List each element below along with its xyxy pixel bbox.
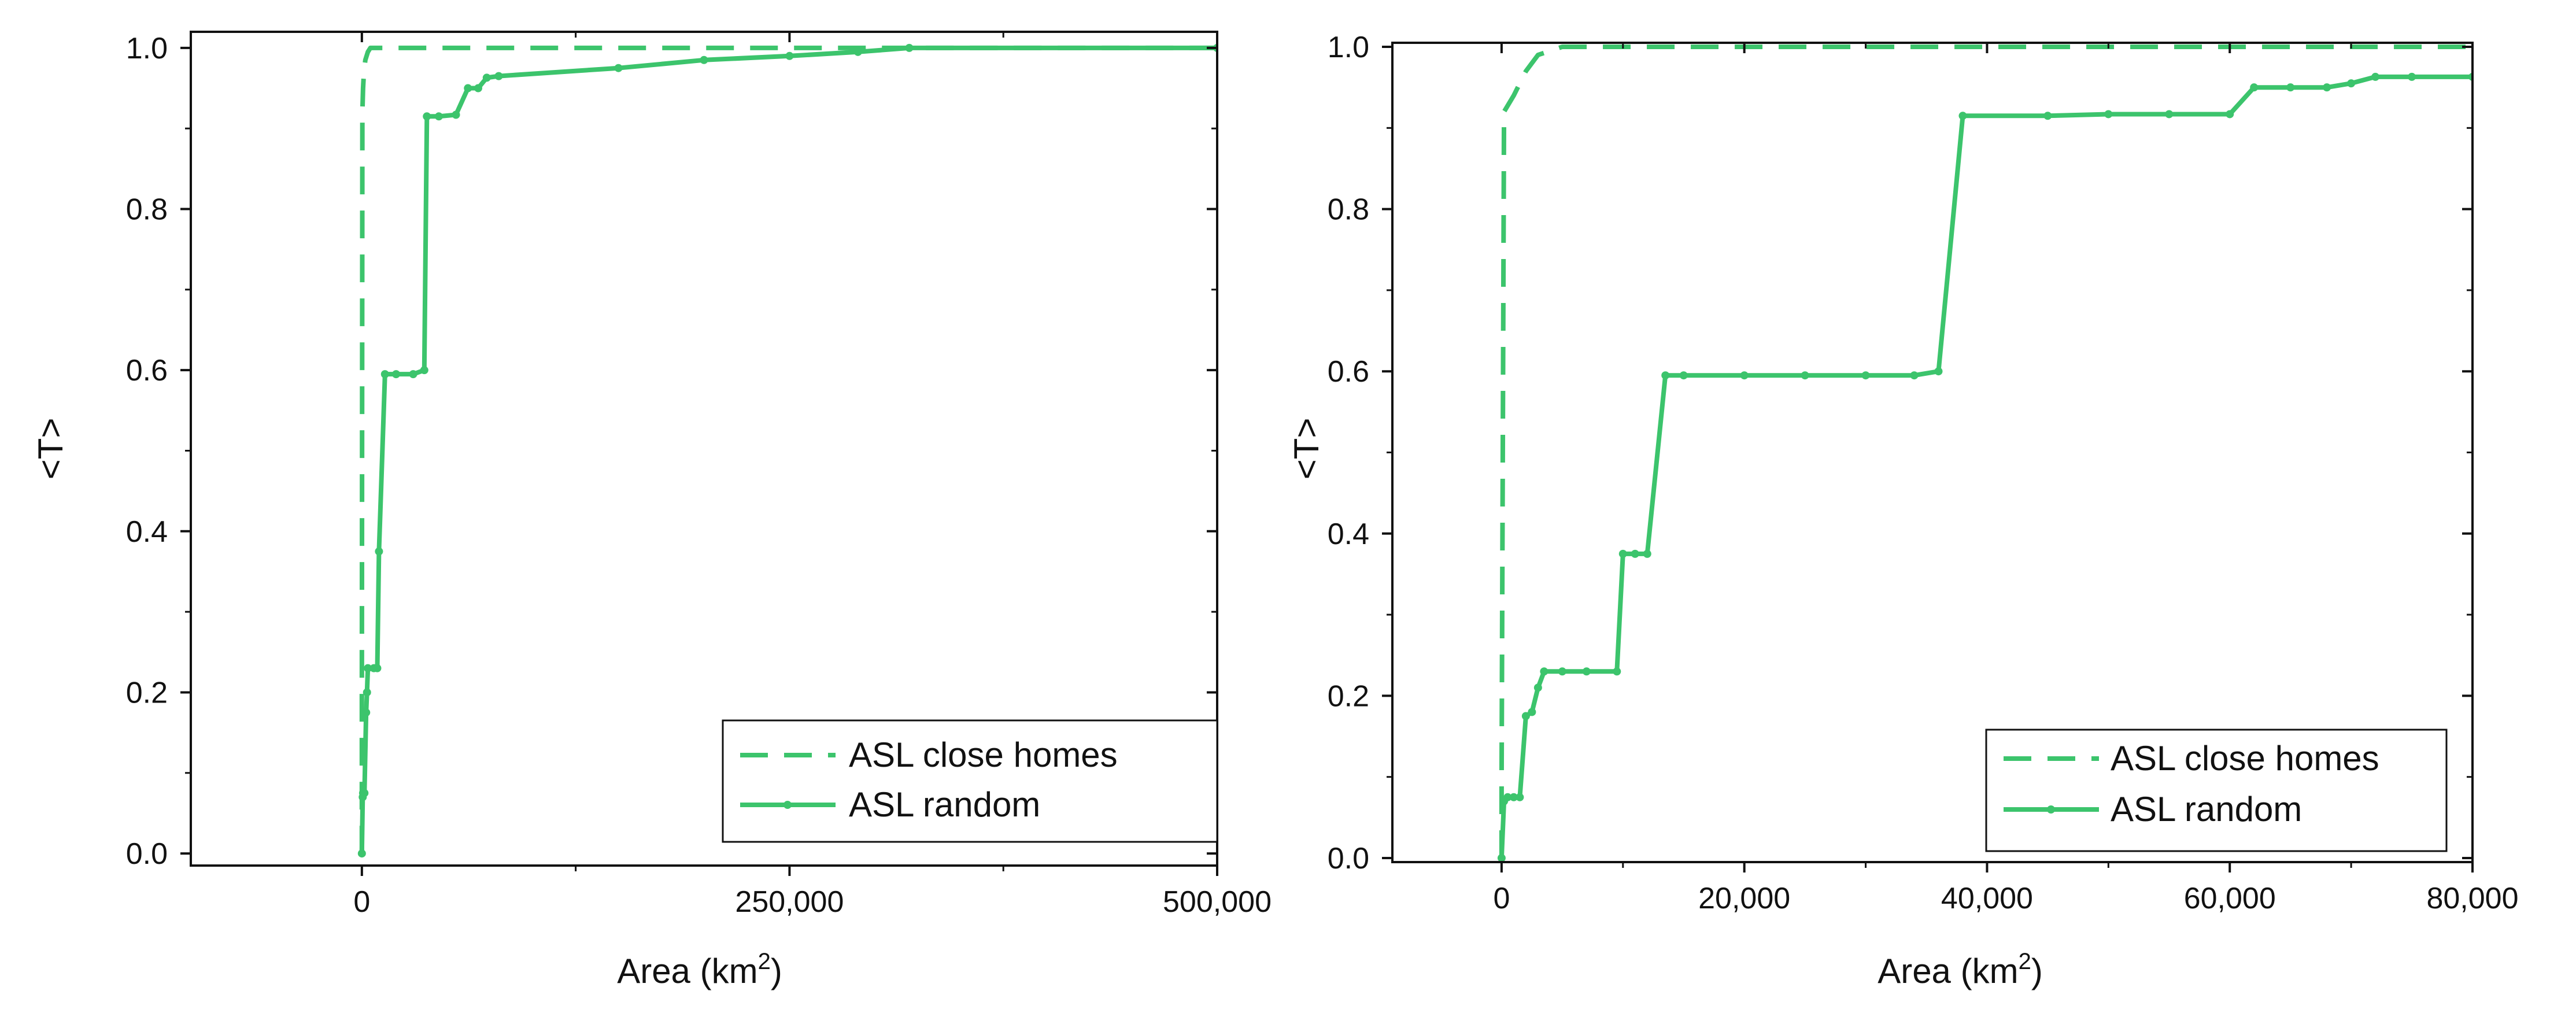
data-point-random: [2408, 72, 2416, 81]
data-point-random: [1958, 112, 1967, 120]
data-point-random: [2250, 83, 2259, 92]
y-tick-label: 0.4: [1328, 517, 1369, 551]
data-point-random: [482, 73, 491, 82]
legend-box-left: [722, 719, 1218, 843]
data-point-random: [364, 664, 372, 672]
data-point-random: [1528, 708, 1536, 716]
data-point-random: [360, 789, 369, 797]
x-axis-title-left: Area (km2): [617, 949, 782, 990]
data-point-random: [452, 110, 460, 119]
plot-area-left: [357, 43, 1217, 858]
x-tick-label: 60,000: [2184, 882, 2276, 915]
plot-area-right: [1497, 45, 2472, 862]
data-point-random: [2347, 79, 2356, 88]
data-point-random: [2104, 110, 2113, 119]
data-point-random: [392, 370, 400, 379]
data-point-random: [1516, 793, 1524, 801]
data-point-random: [357, 849, 366, 858]
data-point-random: [614, 64, 623, 72]
data-point-random: [409, 370, 417, 379]
data-point-random: [2371, 72, 2380, 81]
data-point-random: [2165, 110, 2174, 119]
data-point-random: [1801, 371, 1809, 380]
legend-marker-random-left: [783, 801, 792, 809]
data-point-random: [373, 664, 382, 672]
data-point-random: [474, 84, 482, 93]
data-point-random: [494, 72, 503, 80]
data-point-random: [1910, 371, 1919, 380]
y-tick-label: 0.0: [1328, 842, 1369, 875]
legend-marker-random-right: [2047, 805, 2055, 814]
y-tick-label: 1.0: [1328, 31, 1369, 64]
data-point-random: [1861, 371, 1870, 380]
data-point-random: [1540, 667, 1548, 676]
data-point-random: [1533, 683, 1542, 692]
data-point-random: [905, 43, 914, 52]
series-line-close-homes: [1499, 45, 2472, 858]
data-point-random: [434, 112, 443, 121]
legend-label-random-left: ASL random: [849, 785, 1040, 824]
data-point-random: [2286, 83, 2295, 92]
ticks-right: 0.0 0.2 0.4 0.6 0.8 1.0 0 20,000 40,000 60,000 80,…: [1328, 31, 2519, 915]
x-tick-label: 0: [353, 885, 370, 919]
y-tick-label: 0.8: [126, 193, 168, 227]
chart-right: 0.0 0.2 0.4 0.6 0.8 1.0 0 20,000 40,000 60,000 80,…: [1287, 31, 2519, 990]
data-point-random: [420, 366, 428, 375]
plot-frame-left: [190, 31, 1218, 867]
data-point-random: [1643, 549, 1651, 558]
y-tick-label: 0.6: [1328, 355, 1369, 389]
data-point-random: [2226, 110, 2234, 119]
data-point-random: [362, 708, 371, 717]
data-point-random: [1503, 793, 1512, 801]
legend-label-random-right: ASL random: [2111, 790, 2302, 829]
y-axis-title-right: <T>: [1287, 418, 1326, 480]
data-point-random: [1934, 367, 1943, 376]
data-point-random: [1631, 549, 1639, 558]
legend-label-close-homes-left: ASL close homes: [849, 735, 1118, 774]
x-tick-label: 20,000: [1698, 882, 1790, 915]
legend-label-close-homes-right: ASL close homes: [2111, 739, 2379, 778]
legend-left: ASL close homes ASL random: [722, 719, 1218, 843]
data-point-random: [853, 47, 862, 56]
chart-left: 0.0 0.2 0.4 0.6 0.8 1.0 0 250,000 500,000 Area (…: [31, 31, 1272, 990]
data-point-random: [785, 51, 794, 60]
data-point-random: [1558, 667, 1566, 676]
x-tick-label: 40,000: [1941, 882, 2033, 915]
y-tick-label: 0.8: [1328, 193, 1369, 227]
y-tick-label: 0.2: [126, 676, 168, 709]
data-point-random: [1509, 793, 1518, 801]
data-point-random: [1679, 371, 1688, 380]
data-point-random: [464, 84, 472, 93]
x-tick-label: 0: [1493, 882, 1510, 915]
data-point-random: [363, 688, 371, 697]
data-point-random: [1613, 667, 1621, 676]
series-line-close-homes: [359, 45, 1217, 854]
x-axis-title-right: Area (km2): [1878, 949, 2043, 990]
data-point-random: [1521, 712, 1530, 720]
y-axis-title-left: <T>: [31, 418, 70, 480]
data-point-random: [375, 547, 383, 556]
data-point-random: [700, 56, 708, 64]
y-tick-label: 0.2: [1328, 679, 1369, 713]
x-tick-label: 80,000: [2426, 882, 2518, 915]
legend-box-right: [1985, 729, 2448, 852]
data-point-random: [1740, 371, 1749, 380]
data-point-random: [1661, 371, 1670, 380]
data-point-random: [2043, 112, 2052, 120]
y-tick-label: 0.4: [126, 515, 168, 549]
x-tick-label: 500,000: [1163, 885, 1272, 919]
data-point-random: [423, 112, 431, 121]
y-tick-label: 0.6: [126, 354, 168, 387]
data-point-random: [1497, 853, 1506, 862]
data-point-random: [380, 370, 389, 379]
data-point-random: [1618, 549, 1627, 558]
legend-right: ASL close homes ASL random: [1985, 729, 2448, 852]
data-point-random: [1582, 667, 1591, 676]
y-tick-label: 0.0: [126, 837, 168, 871]
ticks-left: 0.0 0.2 0.4 0.6 0.8 1.0 0 250,000 500,000: [126, 32, 1272, 919]
x-tick-label: 250,000: [735, 885, 844, 919]
data-point-random: [2323, 83, 2331, 92]
y-tick-label: 1.0: [126, 32, 168, 65]
